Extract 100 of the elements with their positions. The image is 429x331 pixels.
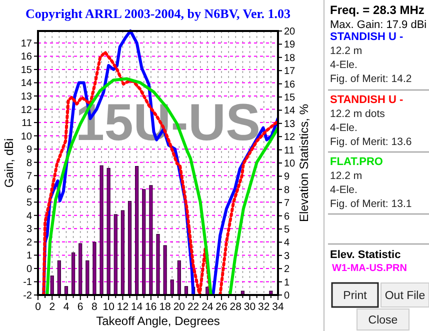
bar: [177, 260, 181, 296]
x-tick-label: 6: [77, 301, 84, 313]
y-tick-label: 2: [26, 237, 32, 248]
bar: [163, 245, 167, 296]
y2-tick-label: 17: [284, 66, 296, 78]
y-tick-label: 4: [26, 210, 32, 222]
y-tick-label: -1: [23, 277, 32, 288]
y-tick-label: 11: [22, 118, 32, 130]
text: Elev. Statistic: [330, 249, 401, 261]
y2-tick-label: 9: [284, 172, 290, 183]
y-tick-label: 15: [20, 64, 32, 76]
button: Close: [356, 308, 410, 330]
x-tick-label: 0: [35, 301, 42, 313]
text: 12.2 m: [330, 170, 362, 182]
y-tick-label: 13: [20, 92, 32, 103]
x-tick-label: 18: [159, 301, 172, 313]
x-tick-label: 32: [258, 301, 270, 313]
x-tick-label: 26: [216, 301, 228, 313]
y-tick-label: 8: [26, 158, 32, 169]
y-tick-label: 0: [26, 264, 32, 275]
text: FLAT.PRO: [330, 156, 384, 168]
bar: [100, 165, 104, 296]
text: Fig. of Merit: 14.2: [330, 73, 412, 85]
text: Freq. = 28.3 MHz: [330, 3, 424, 17]
x-tick-label: 20: [173, 301, 186, 313]
text: 12.2 m dots: [330, 108, 385, 120]
button: Out File: [380, 282, 429, 308]
y-tick-label: 12: [20, 104, 32, 116]
y-tick-label: 10: [20, 131, 32, 142]
text: Max. Gain: 17.9 dBi: [330, 19, 427, 31]
bar: [86, 260, 90, 296]
bar: [92, 242, 96, 296]
y2-tick-label: 6: [284, 211, 290, 222]
text: W1-MA-US.PRN: [332, 263, 407, 274]
y2-tick-label: 12: [284, 132, 296, 144]
y2-tick-label: 15: [284, 92, 296, 104]
y2-tick-label: 11: [284, 145, 295, 156]
text: 4-Ele.: [330, 122, 358, 134]
x-tick-label: 30: [244, 301, 256, 313]
x-tick-label: 14: [130, 301, 143, 313]
bar: [57, 260, 61, 296]
x-tick-label: 24: [202, 301, 214, 313]
bar: [120, 210, 125, 296]
bar: [149, 185, 153, 296]
bar: [156, 234, 160, 296]
text: Fig. of Merit: 13.1: [330, 198, 412, 210]
bar: [135, 166, 139, 296]
y2-tick-label: 10: [284, 158, 296, 170]
y2-tick-label: 1: [284, 277, 290, 288]
y2-tick-label: 13: [284, 118, 296, 130]
x-tick-label: 4: [63, 301, 70, 313]
x-tick-label: 10: [102, 301, 115, 313]
x-tick-label: 12: [116, 301, 129, 313]
y-tick-label: 17: [20, 38, 32, 50]
y-tick-label: 14: [20, 78, 32, 90]
x-tick-label: 2: [49, 301, 56, 313]
y-tick-label: 3: [26, 224, 32, 236]
bar: [78, 243, 82, 296]
bar: [170, 280, 174, 296]
x-tick-label: 8: [92, 301, 98, 313]
text: STANDISH U -: [330, 94, 404, 106]
y-tick-label: 6: [26, 184, 32, 196]
x-tick-label: 16: [145, 301, 157, 313]
text: STANDISH U -: [330, 31, 404, 43]
y-tick-label: 1: [26, 250, 32, 262]
bar: [114, 214, 118, 296]
text: Fig. of Merit: 13.6: [330, 136, 412, 148]
chart-title: Copyright ARRL 2003-2004, by N6BV, Ver. 1.03: [25, 6, 292, 21]
y-tick-label: -2: [23, 290, 32, 302]
y-axis-title: Gain, dBi: [2, 138, 16, 188]
y-tick-label: 9: [26, 144, 32, 156]
bar: [50, 276, 54, 296]
y2-tick-label: 7: [284, 198, 290, 210]
y2-tick-label: 3: [284, 250, 290, 262]
text: 4-Ele.: [330, 184, 358, 196]
y-tick-label: 7: [26, 171, 32, 182]
x-tick-label: 28: [230, 301, 242, 313]
x-tick-label: 22: [187, 301, 200, 313]
y2-tick-label: 20: [284, 26, 296, 38]
bar: [128, 200, 132, 296]
y-tick-label: 5: [26, 198, 32, 209]
y2-tick-label: 2: [284, 264, 290, 276]
button: Print: [331, 282, 379, 308]
y2-tick-label: 0: [284, 290, 290, 302]
bar: [71, 252, 76, 296]
y2-tick-label: 18: [284, 52, 296, 64]
y2-tick-label: 8: [284, 184, 290, 196]
text: 4-Ele.: [330, 59, 358, 71]
bar: [106, 168, 110, 296]
y2-tick-label: 19: [284, 40, 296, 51]
y2-tick-label: 16: [284, 79, 296, 90]
y2-tick-label: 14: [284, 106, 296, 117]
bar: [142, 189, 146, 296]
text: 12.2 m: [330, 45, 362, 57]
y-tick-label: 16: [20, 52, 32, 63]
x-tick-label: 34: [272, 301, 284, 313]
y2-axis-title: Elevation Statistics, %: [297, 104, 311, 222]
y2-tick-label: 5: [284, 224, 290, 236]
x-axis-title: Takeoff Angle, Degrees: [96, 314, 220, 328]
y2-tick-label: 4: [284, 238, 290, 249]
